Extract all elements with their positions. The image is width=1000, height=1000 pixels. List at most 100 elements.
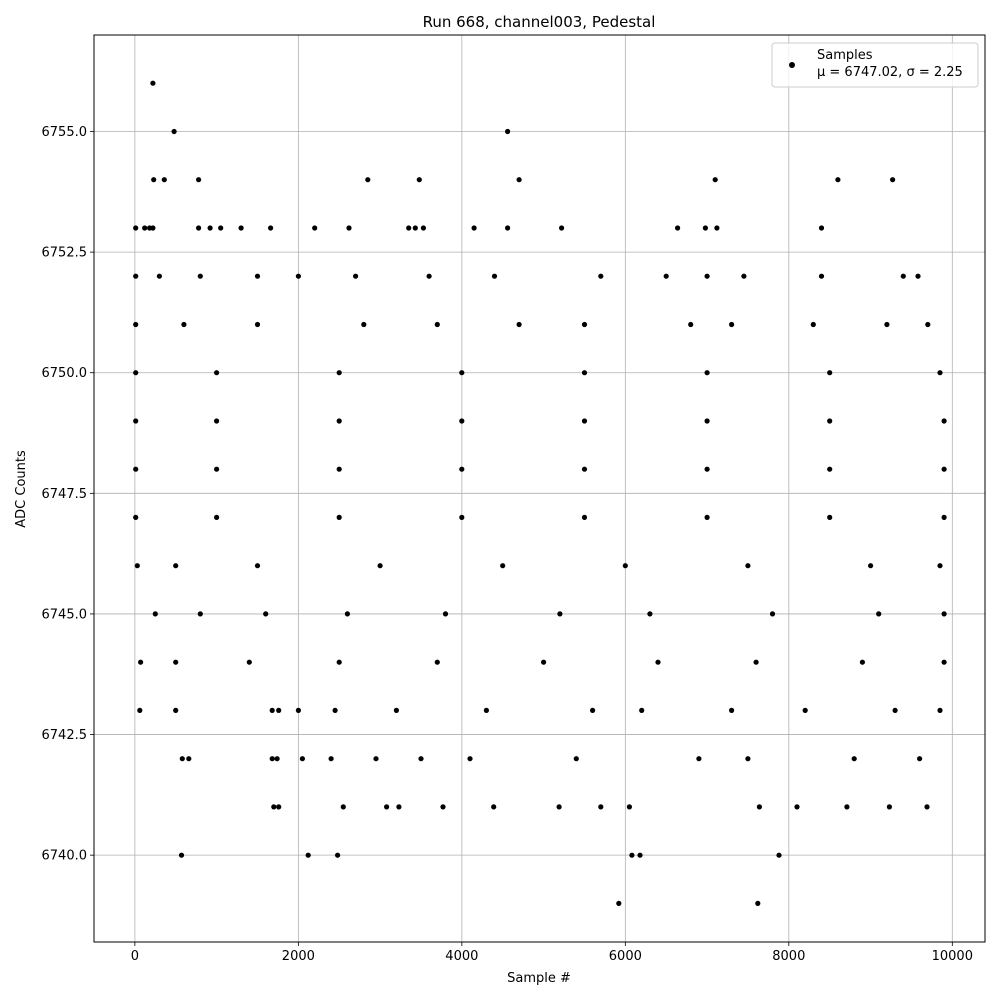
data-point: [178, 852, 185, 858]
data-point: [133, 273, 139, 279]
y-tick-label: 6740.0: [42, 849, 88, 864]
data-point: [393, 707, 399, 714]
data-point: [295, 707, 301, 714]
data-point: [755, 900, 761, 907]
data-point: [218, 225, 224, 231]
data-points: [133, 80, 947, 907]
data-point: [133, 370, 139, 376]
data-point: [161, 177, 167, 183]
data-point: [196, 225, 202, 231]
data-point: [505, 225, 511, 231]
data-point: [151, 177, 157, 183]
data-point: [467, 756, 473, 762]
data-point: [827, 370, 833, 376]
y-tick-label: 6755.0: [42, 125, 88, 140]
data-point: [434, 321, 440, 328]
data-point: [753, 659, 759, 665]
data-point: [505, 128, 511, 135]
x-tick-label: 2000: [282, 949, 315, 964]
data-point: [134, 563, 140, 569]
data-point: [776, 852, 782, 858]
data-point: [196, 177, 202, 183]
data-point: [890, 177, 896, 183]
data-point: [702, 225, 709, 231]
data-point: [616, 900, 622, 907]
data-point: [675, 225, 681, 231]
legend: Samples μ = 6747.02, σ = 2.25: [771, 42, 979, 88]
data-point: [626, 804, 633, 810]
data-point: [173, 659, 179, 665]
data-point: [420, 225, 426, 231]
data-point: [559, 225, 565, 231]
y-tick-label: 6750.0: [42, 366, 88, 381]
data-point: [729, 707, 735, 714]
data-point: [214, 466, 220, 472]
data-point: [305, 852, 311, 858]
data-point: [268, 225, 274, 231]
data-point: [412, 225, 418, 231]
data-point: [590, 707, 596, 714]
data-point: [156, 273, 162, 279]
x-tick-label: 0: [131, 949, 139, 964]
data-point: [459, 370, 465, 376]
data-point: [892, 707, 898, 714]
data-point: [581, 514, 588, 521]
data-point: [254, 273, 261, 279]
data-point: [925, 321, 931, 328]
data-point: [581, 321, 588, 328]
data-point: [714, 225, 720, 231]
data-point: [269, 707, 275, 714]
x-axis-ticks: 0 2000 4000 6000 8000 10000: [131, 942, 973, 964]
data-point: [827, 466, 833, 472]
data-point: [336, 514, 342, 521]
data-point: [276, 707, 282, 714]
data-point: [745, 756, 751, 762]
x-tick-label: 6000: [609, 949, 642, 964]
data-point: [344, 611, 350, 617]
data-point: [629, 852, 635, 858]
data-point: [271, 804, 277, 810]
data-point: [729, 321, 735, 328]
data-point: [769, 611, 776, 617]
data-point: [483, 707, 489, 714]
data-point: [937, 707, 943, 714]
data-point: [336, 466, 342, 472]
data-point: [915, 273, 921, 279]
y-tick-label: 6752.5: [42, 246, 88, 261]
data-point: [353, 273, 359, 279]
legend-stats: μ = 6747.02, σ = 2.25: [817, 65, 963, 80]
data-point: [377, 563, 383, 569]
data-point: [459, 514, 465, 521]
data-point: [150, 80, 156, 86]
data-point: [346, 225, 352, 231]
data-point: [827, 514, 833, 521]
data-point: [335, 852, 341, 858]
data-point: [214, 370, 220, 376]
legend-series-name: Samples: [817, 48, 873, 63]
data-point: [900, 273, 906, 279]
data-point: [655, 659, 661, 665]
data-point: [384, 804, 390, 810]
data-point: [373, 756, 379, 762]
data-point: [704, 418, 710, 424]
data-point: [704, 466, 710, 472]
data-point: [802, 707, 808, 714]
data-point: [516, 177, 522, 183]
data-point: [171, 128, 177, 135]
data-point: [516, 321, 522, 328]
y-tick-label: 6747.5: [42, 487, 88, 502]
data-point: [696, 756, 702, 762]
data-point: [263, 611, 269, 617]
data-point: [406, 225, 412, 231]
data-point: [941, 514, 947, 521]
data-point: [207, 225, 213, 231]
x-axis-label: Sample #: [507, 971, 571, 986]
data-point: [246, 659, 252, 665]
data-point: [704, 273, 710, 279]
data-point: [133, 418, 139, 424]
data-point: [491, 804, 497, 810]
data-point: [137, 707, 143, 714]
data-point: [336, 370, 342, 376]
data-point: [133, 466, 139, 472]
